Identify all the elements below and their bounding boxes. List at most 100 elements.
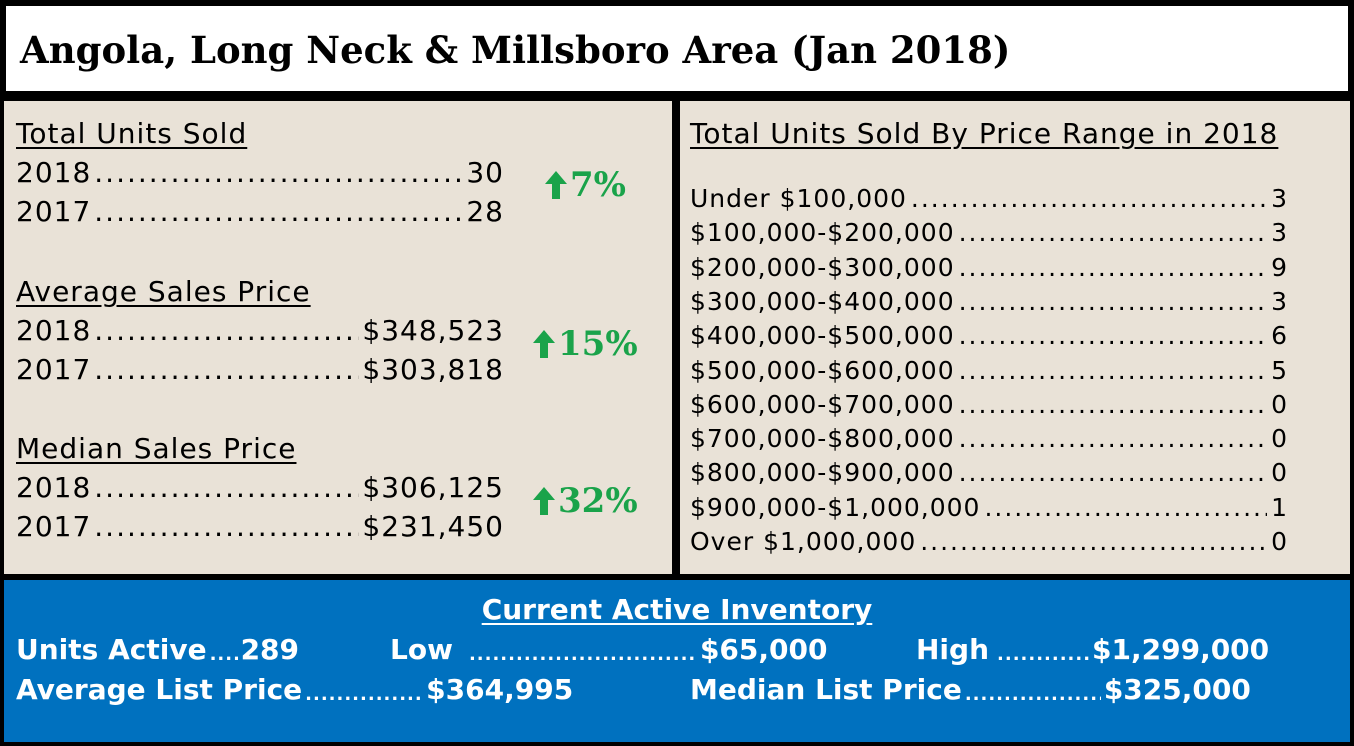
range-label: $700,000-$800,000 — [690, 424, 955, 454]
low-value: $65,000 — [699, 633, 828, 666]
price-range-row: $100,000-$200,000.......................… — [690, 220, 1288, 245]
range-count: 5 — [1271, 355, 1288, 385]
price-range-row: $300,000-$400,000.......................… — [690, 289, 1288, 314]
units-active: Units Active ....... 289 — [16, 636, 299, 664]
range-count: 0 — [1271, 424, 1288, 454]
sales-summary-panel: Total Units Sold 2018 ..................… — [4, 101, 672, 574]
leader-dots: ........................................… — [94, 159, 464, 187]
change-percent: 7% — [570, 165, 626, 205]
leader-dots: ........................................… — [958, 460, 1267, 486]
low-label: Low — [390, 633, 453, 666]
range-count: 0 — [1271, 389, 1288, 419]
range-label: $600,000-$700,000 — [690, 389, 955, 419]
change-percent: 15% — [558, 324, 638, 364]
year-label: 2018 — [16, 471, 92, 504]
year-label: 2017 — [16, 353, 92, 386]
median-list-value: $325,000 — [1103, 673, 1251, 706]
price-range-row: Over $1,000,000.........................… — [690, 529, 1288, 554]
active-inventory-panel: Current Active Inventory Units Active ..… — [4, 580, 1350, 742]
leader-dots: ........................................… — [910, 186, 1267, 211]
avg-price-row-2017: 2017 ...................................… — [16, 356, 504, 384]
range-label: $500,000-$600,000 — [690, 355, 955, 385]
change-percent: 32% — [558, 481, 638, 521]
high-price: High ............................. $1,29… — [916, 636, 1269, 664]
leader-dots: ........................................… — [958, 220, 1267, 246]
value: 30 — [466, 156, 504, 189]
value: $231,450 — [362, 510, 504, 543]
price-range-row: $200,000-$300,000.......................… — [690, 255, 1288, 280]
leader-dots: ........................................… — [958, 323, 1267, 349]
price-range-heading: Total Units Sold By Price Range in 2018 — [690, 117, 1279, 150]
median-list-label: Median List Price — [690, 673, 962, 706]
leader-dots: ........................................… — [920, 529, 1268, 554]
median-price-row-2018: 2018 ...................................… — [16, 474, 504, 502]
range-count: 0 — [1271, 458, 1288, 488]
median-sales-price-heading: Median Sales Price — [16, 432, 297, 465]
leader-dots: ........................................… — [94, 356, 359, 384]
total-units-row-2017: 2017 ...................................… — [16, 198, 504, 226]
range-label: $800,000-$900,000 — [690, 458, 955, 488]
leader-dots: ........................................… — [94, 513, 359, 541]
leader-dots: ........................................… — [958, 426, 1267, 452]
leader-dots: ........................................… — [958, 391, 1267, 417]
units-active-label: Units Active — [16, 633, 207, 666]
total-units-row-2018: 2018 ...................................… — [16, 159, 504, 187]
price-range-row: $900,000-$1,000,000.....................… — [690, 495, 1288, 520]
leader-dots: ........................................… — [958, 357, 1267, 383]
arrow-up-icon — [533, 330, 555, 358]
price-range-panel: Total Units Sold By Price Range in 2018 … — [680, 101, 1350, 574]
range-count: 1 — [1271, 492, 1288, 522]
range-count: 3 — [1271, 218, 1288, 248]
range-label: $100,000-$200,000 — [690, 218, 955, 248]
high-value: $1,299,000 — [1092, 633, 1270, 666]
average-sales-price-heading: Average Sales Price — [16, 275, 311, 308]
range-label: Over $1,000,000 — [690, 527, 917, 556]
range-count: 3 — [1271, 286, 1288, 316]
year-label: 2017 — [16, 510, 92, 543]
avg-list-value: $364,995 — [426, 673, 574, 706]
leader-dots: ........................................… — [958, 288, 1267, 314]
units-active-value: 289 — [240, 633, 300, 666]
price-range-row: $600,000-$700,000.......................… — [690, 392, 1288, 417]
avg-list-label: Average List Price — [16, 673, 303, 706]
range-count: 6 — [1271, 321, 1288, 351]
value: 28 — [466, 195, 504, 228]
price-range-row: $400,000-$500,000.......................… — [690, 323, 1288, 348]
total-units-change: 7% — [544, 165, 626, 205]
range-count: 3 — [1271, 184, 1288, 213]
low-price: Low ....................................… — [390, 636, 827, 664]
year-label: 2017 — [16, 195, 92, 228]
range-count: 9 — [1271, 252, 1288, 282]
leader-dots: ....... — [209, 646, 238, 664]
inventory-heading: Current Active Inventory — [481, 593, 873, 626]
median-price-change: 32% — [532, 481, 638, 521]
range-label: $900,000-$1,000,000 — [690, 492, 981, 522]
value: $348,523 — [362, 314, 504, 347]
avg-price-row-2018: 2018 ...................................… — [16, 317, 504, 345]
leader-dots: ........................................… — [984, 494, 1268, 520]
avg-price-change: 15% — [532, 324, 638, 364]
leader-dots: ........................................… — [958, 254, 1267, 280]
price-range-row: $500,000-$600,000.......................… — [690, 358, 1288, 383]
total-units-sold-heading: Total Units Sold — [16, 117, 248, 150]
leader-dots: ................................... — [305, 686, 423, 704]
range-label: $400,000-$500,000 — [690, 321, 955, 351]
leader-dots: ............................. — [997, 646, 1089, 664]
high-label: High — [916, 633, 990, 666]
leader-dots: ........................................… — [94, 198, 464, 226]
price-range-row: $700,000-$800,000.......................… — [690, 426, 1288, 451]
leader-dots: ........................................… — [94, 474, 359, 502]
page-title: Angola, Long Neck & Millsboro Area (Jan … — [20, 28, 1011, 72]
year-label: 2018 — [16, 156, 92, 189]
median-price-row-2017: 2017 ...................................… — [16, 513, 504, 541]
range-label: Under $100,000 — [690, 184, 907, 213]
range-label: $200,000-$300,000 — [690, 252, 955, 282]
median-list-price: Median List Price ......................… — [690, 676, 1251, 704]
arrow-up-icon — [533, 487, 555, 515]
range-count: 0 — [1271, 527, 1288, 556]
year-label: 2018 — [16, 314, 92, 347]
leader-dots: ........................................… — [964, 686, 1101, 704]
title-banner: Angola, Long Neck & Millsboro Area (Jan … — [4, 4, 1350, 93]
value: $306,125 — [362, 471, 504, 504]
value: $303,818 — [362, 353, 504, 386]
